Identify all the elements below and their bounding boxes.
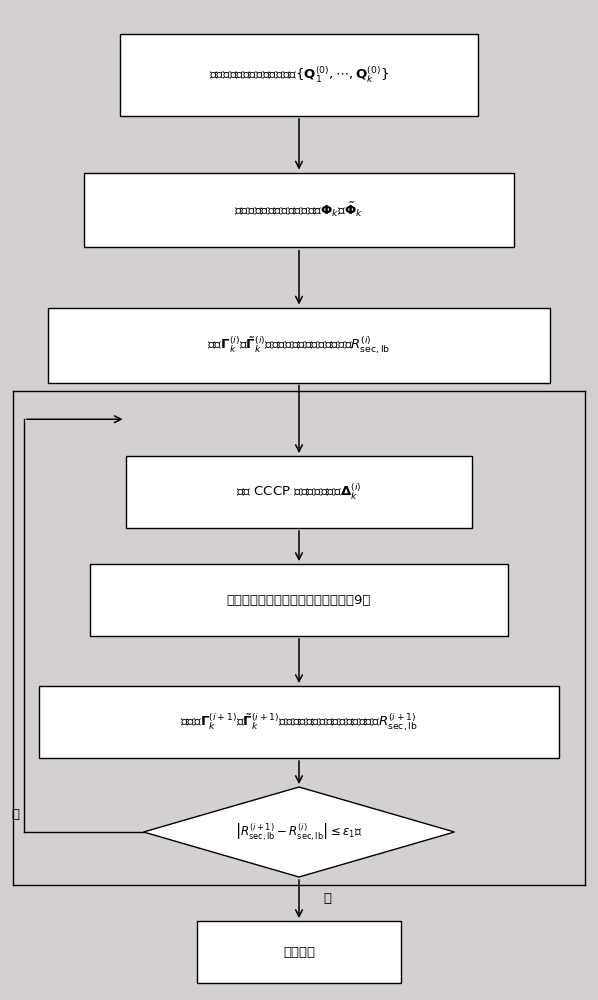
Text: 计算出$\mathbf{\Gamma}_k^{(i+1)}$，$\tilde{\mathbf{\Gamma}}_k^{(i+1)}$和新的安全和速率下界确定性等: 计算出$\mathbf{\Gamma}_k^{(i+1)}$，$\tilde{\… <box>180 711 418 733</box>
FancyBboxPatch shape <box>39 686 559 758</box>
Text: 计算 CCCP 算法中的导数项$\boldsymbol{\Delta}_k^{(i)}$: 计算 CCCP 算法中的导数项$\boldsymbol{\Delta}_k^{(… <box>236 482 362 502</box>
FancyBboxPatch shape <box>197 921 401 983</box>
Text: 利用迭代注水算法求解凸优化问题（9）: 利用迭代注水算法求解凸优化问题（9） <box>227 593 371 606</box>
FancyBboxPatch shape <box>84 172 514 247</box>
Text: 计算$\mathbf{\Gamma}_k^{(i)}$，$\tilde{\mathbf{\Gamma}}_k^{(i)}$和安全和速率下界确定性等同$R_{\r: 计算$\mathbf{\Gamma}_k^{(i)}$，$\tilde{\mat… <box>208 334 390 356</box>
FancyBboxPatch shape <box>90 564 508 636</box>
Text: $\left|R_{\rm sec,lb}^{(i+1)}-R_{\rm sec,lb}^{(i)}\right|\leq\varepsilon_1$？: $\left|R_{\rm sec,lb}^{(i+1)}-R_{\rm sec… <box>235 821 363 843</box>
Polygon shape <box>144 787 454 877</box>
Text: 否: 否 <box>11 808 19 820</box>
Text: 迭代计算确定性等同辅助变量$\mathbf{\Phi}_k$和$\tilde{\mathbf{\Phi}}_k$: 迭代计算确定性等同辅助变量$\mathbf{\Phi}_k$和$\tilde{\… <box>234 201 364 219</box>
FancyBboxPatch shape <box>120 34 478 116</box>
Text: 是: 是 <box>323 892 331 906</box>
Text: 初始化发送信号的协方差矩阵$\{\mathbf{Q}_1^{(0)},\cdots,\mathbf{Q}_k^{(0)}\}$: 初始化发送信号的协方差矩阵$\{\mathbf{Q}_1^{(0)},\cdot… <box>209 65 389 85</box>
FancyBboxPatch shape <box>48 308 550 382</box>
FancyBboxPatch shape <box>126 456 472 528</box>
Text: 终止迭代: 终止迭代 <box>283 946 315 958</box>
